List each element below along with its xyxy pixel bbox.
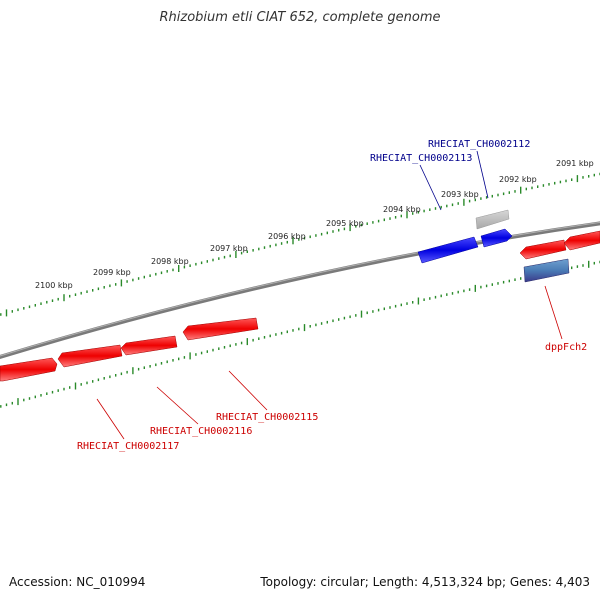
- gene-arrow-right-red-b[interactable]: [563, 230, 600, 251]
- gene-label-group: RHECIAT_CH0002112 RHECIAT_CH0002113 dppF…: [77, 139, 587, 452]
- gene-arrow-pseudo-gray[interactable]: [475, 209, 510, 230]
- topology-summary-text: Topology: circular; Length: 4,513,324 bp…: [260, 575, 590, 589]
- kbp-label: 2092 kbp: [499, 175, 537, 184]
- kbp-label: 2100 kbp: [35, 281, 73, 290]
- gene-arrow-rheciat-ch0002113[interactable]: [417, 236, 479, 264]
- gene-arrow-rheciat-ch0002112-a[interactable]: [480, 228, 513, 248]
- leader-line: [96, 398, 125, 440]
- kbp-label: 2093 kbp: [441, 190, 479, 199]
- genome-backbone: [0, 221, 600, 360]
- leader-line: [476, 150, 489, 199]
- inner-tick-track: [0, 260, 600, 408]
- gene-arrow-rheciat-ch0002117[interactable]: [0, 357, 58, 382]
- outer-tick-track: [0, 172, 600, 317]
- kbp-label-group: 2100 kbp 2099 kbp 2098 kbp 2097 kbp 2096…: [35, 159, 594, 290]
- gene-feature-dppfch2[interactable]: [523, 258, 570, 283]
- kbp-label: 2097 kbp: [210, 244, 248, 253]
- kbp-label: 2099 kbp: [93, 268, 131, 277]
- kbp-label: 2098 kbp: [151, 257, 189, 266]
- kbp-label: 2096 kbp: [268, 232, 306, 241]
- gene-arrow-rheciat-ch0002115-a[interactable]: [120, 335, 178, 356]
- kbp-label: 2095 kbp: [326, 219, 364, 228]
- gene-arrow-right-red-a[interactable]: [519, 239, 567, 260]
- gene-label[interactable]: RHECIAT_CH0002115: [216, 412, 318, 423]
- leader-line: [419, 164, 442, 211]
- gene-arrow-rheciat-ch0002115-b[interactable]: [182, 317, 259, 341]
- leader-line: [544, 285, 563, 340]
- map-title: Rhizobium etli CIAT 652, complete genome: [159, 10, 441, 25]
- kbp-label: 2094 kbp: [383, 205, 421, 214]
- leader-line-group: [96, 150, 563, 440]
- genome-backbone-highlight: [0, 221, 600, 357]
- gene-label[interactable]: RHECIAT_CH0002116: [150, 426, 252, 437]
- leader-line: [228, 370, 268, 411]
- accession-text: Accession: NC_010994: [9, 575, 146, 589]
- kbp-label: 2091 kbp: [556, 159, 594, 168]
- outer-gene-track: [417, 209, 513, 264]
- leader-line: [156, 386, 199, 425]
- gene-label[interactable]: RHECIAT_CH0002117: [77, 441, 179, 452]
- gene-arrow-rheciat-ch0002116[interactable]: [57, 344, 123, 368]
- gene-label[interactable]: RHECIAT_CH0002112: [428, 139, 530, 150]
- gene-label[interactable]: dppFch2: [545, 342, 587, 353]
- inner-gene-track: [0, 230, 600, 382]
- gene-label[interactable]: RHECIAT_CH0002113: [370, 153, 472, 164]
